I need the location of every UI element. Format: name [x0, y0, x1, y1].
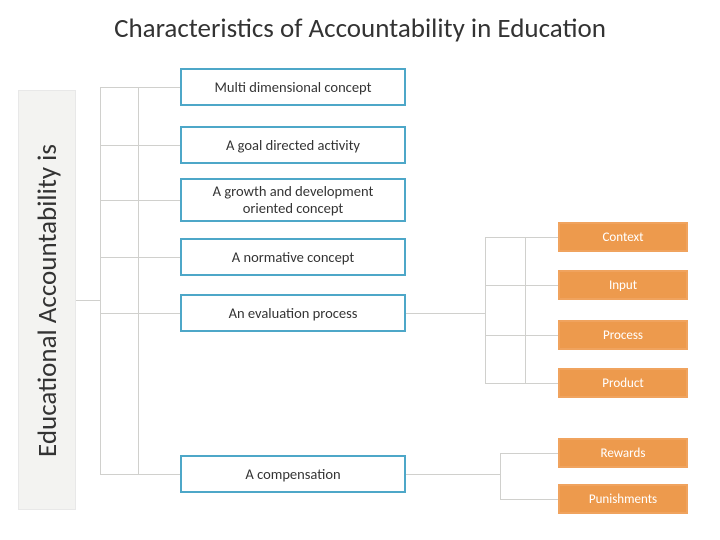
connector-line — [138, 200, 180, 201]
connector-line — [138, 87, 180, 88]
char-label: A goal directed activity — [226, 137, 360, 154]
connector-line — [406, 313, 485, 314]
comp-label: Punishments — [589, 492, 657, 507]
eval-label: Process — [603, 328, 643, 343]
connector-line — [406, 474, 500, 475]
connector-line — [100, 200, 138, 201]
connector-line — [100, 145, 138, 146]
connector-line — [525, 383, 558, 384]
eval-label: Context — [602, 230, 643, 245]
eval-label: Input — [609, 278, 637, 293]
char-growth: A growth and development oriented concep… — [180, 178, 406, 222]
connector-line — [138, 474, 180, 475]
connector-line — [138, 313, 180, 314]
connector-line — [138, 87, 139, 474]
char-label: Multi dimensional concept — [215, 79, 372, 96]
comp-label: Rewards — [601, 446, 646, 461]
eval-process: Process — [558, 320, 688, 350]
char-label: A compensation — [245, 466, 340, 483]
eval-label: Product — [602, 376, 643, 391]
comp-punishments: Punishments — [558, 484, 688, 514]
connector-line — [100, 313, 138, 314]
eval-input: Input — [558, 270, 688, 300]
connector-line — [100, 87, 138, 88]
page-title: Characteristics of Accountability in Edu… — [0, 12, 720, 45]
connector-line — [76, 300, 100, 301]
char-norm: A normative concept — [180, 238, 406, 276]
connector-line — [500, 499, 558, 500]
connector-line — [525, 335, 558, 336]
char-label: A normative concept — [232, 249, 354, 266]
sidebar-label: Educational Accountability is — [31, 144, 64, 457]
char-comp: A compensation — [180, 455, 406, 493]
char-goal: A goal directed activity — [180, 126, 406, 164]
connector-line — [485, 335, 525, 336]
connector-line — [500, 453, 558, 454]
eval-product: Product — [558, 368, 688, 398]
comp-rewards: Rewards — [558, 438, 688, 468]
connector-line — [525, 237, 526, 383]
sidebar-root: Educational Accountability is — [18, 90, 76, 510]
connector-line — [485, 237, 525, 238]
connector-line — [485, 383, 525, 384]
connector-line — [500, 453, 501, 499]
connector-line — [485, 285, 525, 286]
connector-line — [100, 87, 101, 474]
connector-line — [100, 474, 138, 475]
connector-line — [100, 257, 138, 258]
eval-context: Context — [558, 222, 688, 252]
connector-line — [525, 237, 558, 238]
char-label: A growth and development oriented concep… — [188, 183, 398, 216]
connector-line — [485, 237, 486, 383]
connector-line — [138, 257, 180, 258]
char-eval: An evaluation process — [180, 294, 406, 332]
connector-line — [138, 145, 180, 146]
connector-line — [525, 285, 558, 286]
char-label: An evaluation process — [229, 305, 358, 322]
char-multi: Multi dimensional concept — [180, 68, 406, 106]
